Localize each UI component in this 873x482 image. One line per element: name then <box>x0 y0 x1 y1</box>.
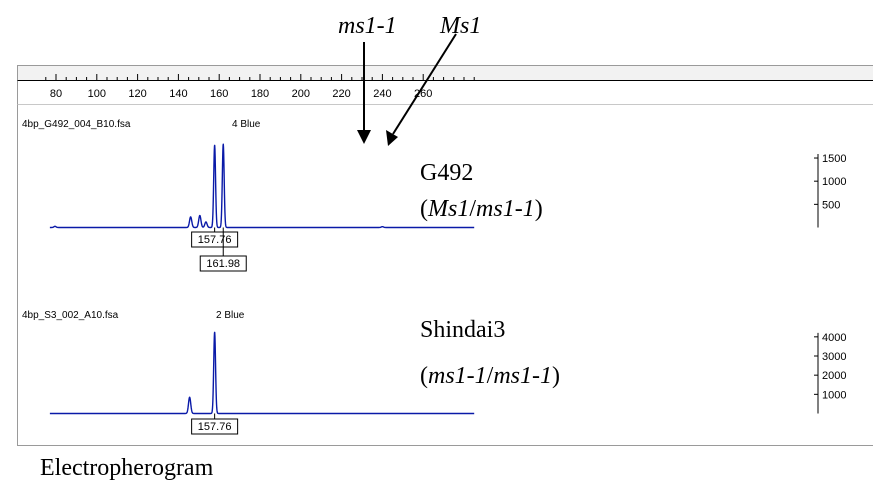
arrow-head-ms1-1 <box>357 130 371 144</box>
trace-panel-1: 4bp_G492_004_B10.fsa 4 Blue 50010001500 … <box>22 119 846 272</box>
peak-size-label: 157.76 <box>198 421 232 433</box>
trace-panel-2: 4bp_S3_002_A10.fsa 2 Blue 1000 2000 3000 40… <box>22 310 846 435</box>
dye-label: 4 Blue <box>232 119 261 130</box>
y-tick-label: 2000 <box>822 370 846 382</box>
y-tick-label: 500 <box>822 199 840 211</box>
ruler-tick-label: 100 <box>88 88 106 100</box>
genotype-name: Shindai3 <box>420 317 505 343</box>
size-ruler <box>17 65 873 81</box>
peak-label-group: 157.76 161.98 <box>191 227 247 272</box>
ruler-tick-label: 180 <box>251 88 269 100</box>
genotype-name: G492 <box>420 160 473 186</box>
peak-size-box <box>191 418 239 435</box>
peak-size-label: 157.76 <box>198 234 232 246</box>
ruler-tick-label: 240 <box>373 88 391 100</box>
file-name-label: 4bp_S3_002_A10.fsa <box>22 310 119 321</box>
genotype-label: (Ms1/ms1-1) <box>420 196 543 222</box>
y-tick-label: 1500 <box>822 153 846 165</box>
ruler-tick-label: 200 <box>292 88 310 100</box>
peak-size-box <box>199 255 247 272</box>
peak-size-label: 161.98 <box>206 258 240 270</box>
ruler-tick-group <box>45 74 475 81</box>
y-tick-label: 4000 <box>822 332 846 344</box>
trace-line <box>49 143 475 229</box>
allele-label-ms1: Ms1 <box>439 13 481 39</box>
peak-size-box <box>191 231 239 248</box>
trace-line <box>49 331 475 415</box>
arrow-ms1 <box>392 33 457 135</box>
ruler-label-group: 80 100 120 140 160 180 200 220 240 260 <box>50 88 433 100</box>
dye-label: 2 Blue <box>216 310 245 321</box>
y-tick-label: 1000 <box>822 389 846 401</box>
ruler-tick-label: 120 <box>128 88 146 100</box>
ruler-tick-label: 80 <box>50 88 62 100</box>
peak-label-group: 157.76 <box>191 413 239 435</box>
y-axis: 500 1000 1500 <box>814 153 846 228</box>
y-tick-label: 1000 <box>822 176 846 188</box>
ruler-tick-label: 260 <box>414 88 432 100</box>
y-tick-label: 3000 <box>822 351 846 363</box>
genotype-label: (ms1-1/ms1-1) <box>420 363 560 389</box>
ruler-tick-label: 140 <box>169 88 187 100</box>
arrow-head-ms1 <box>386 130 398 146</box>
ruler-tick-label: 220 <box>332 88 350 100</box>
ruler-tick-label: 160 <box>210 88 228 100</box>
y-axis: 1000 2000 3000 4000 <box>814 332 846 414</box>
figure-caption: Electropherogram <box>40 455 214 481</box>
file-name-label: 4bp_G492_004_B10.fsa <box>22 119 131 130</box>
allele-label-ms1-1: ms1-1 <box>338 13 397 39</box>
